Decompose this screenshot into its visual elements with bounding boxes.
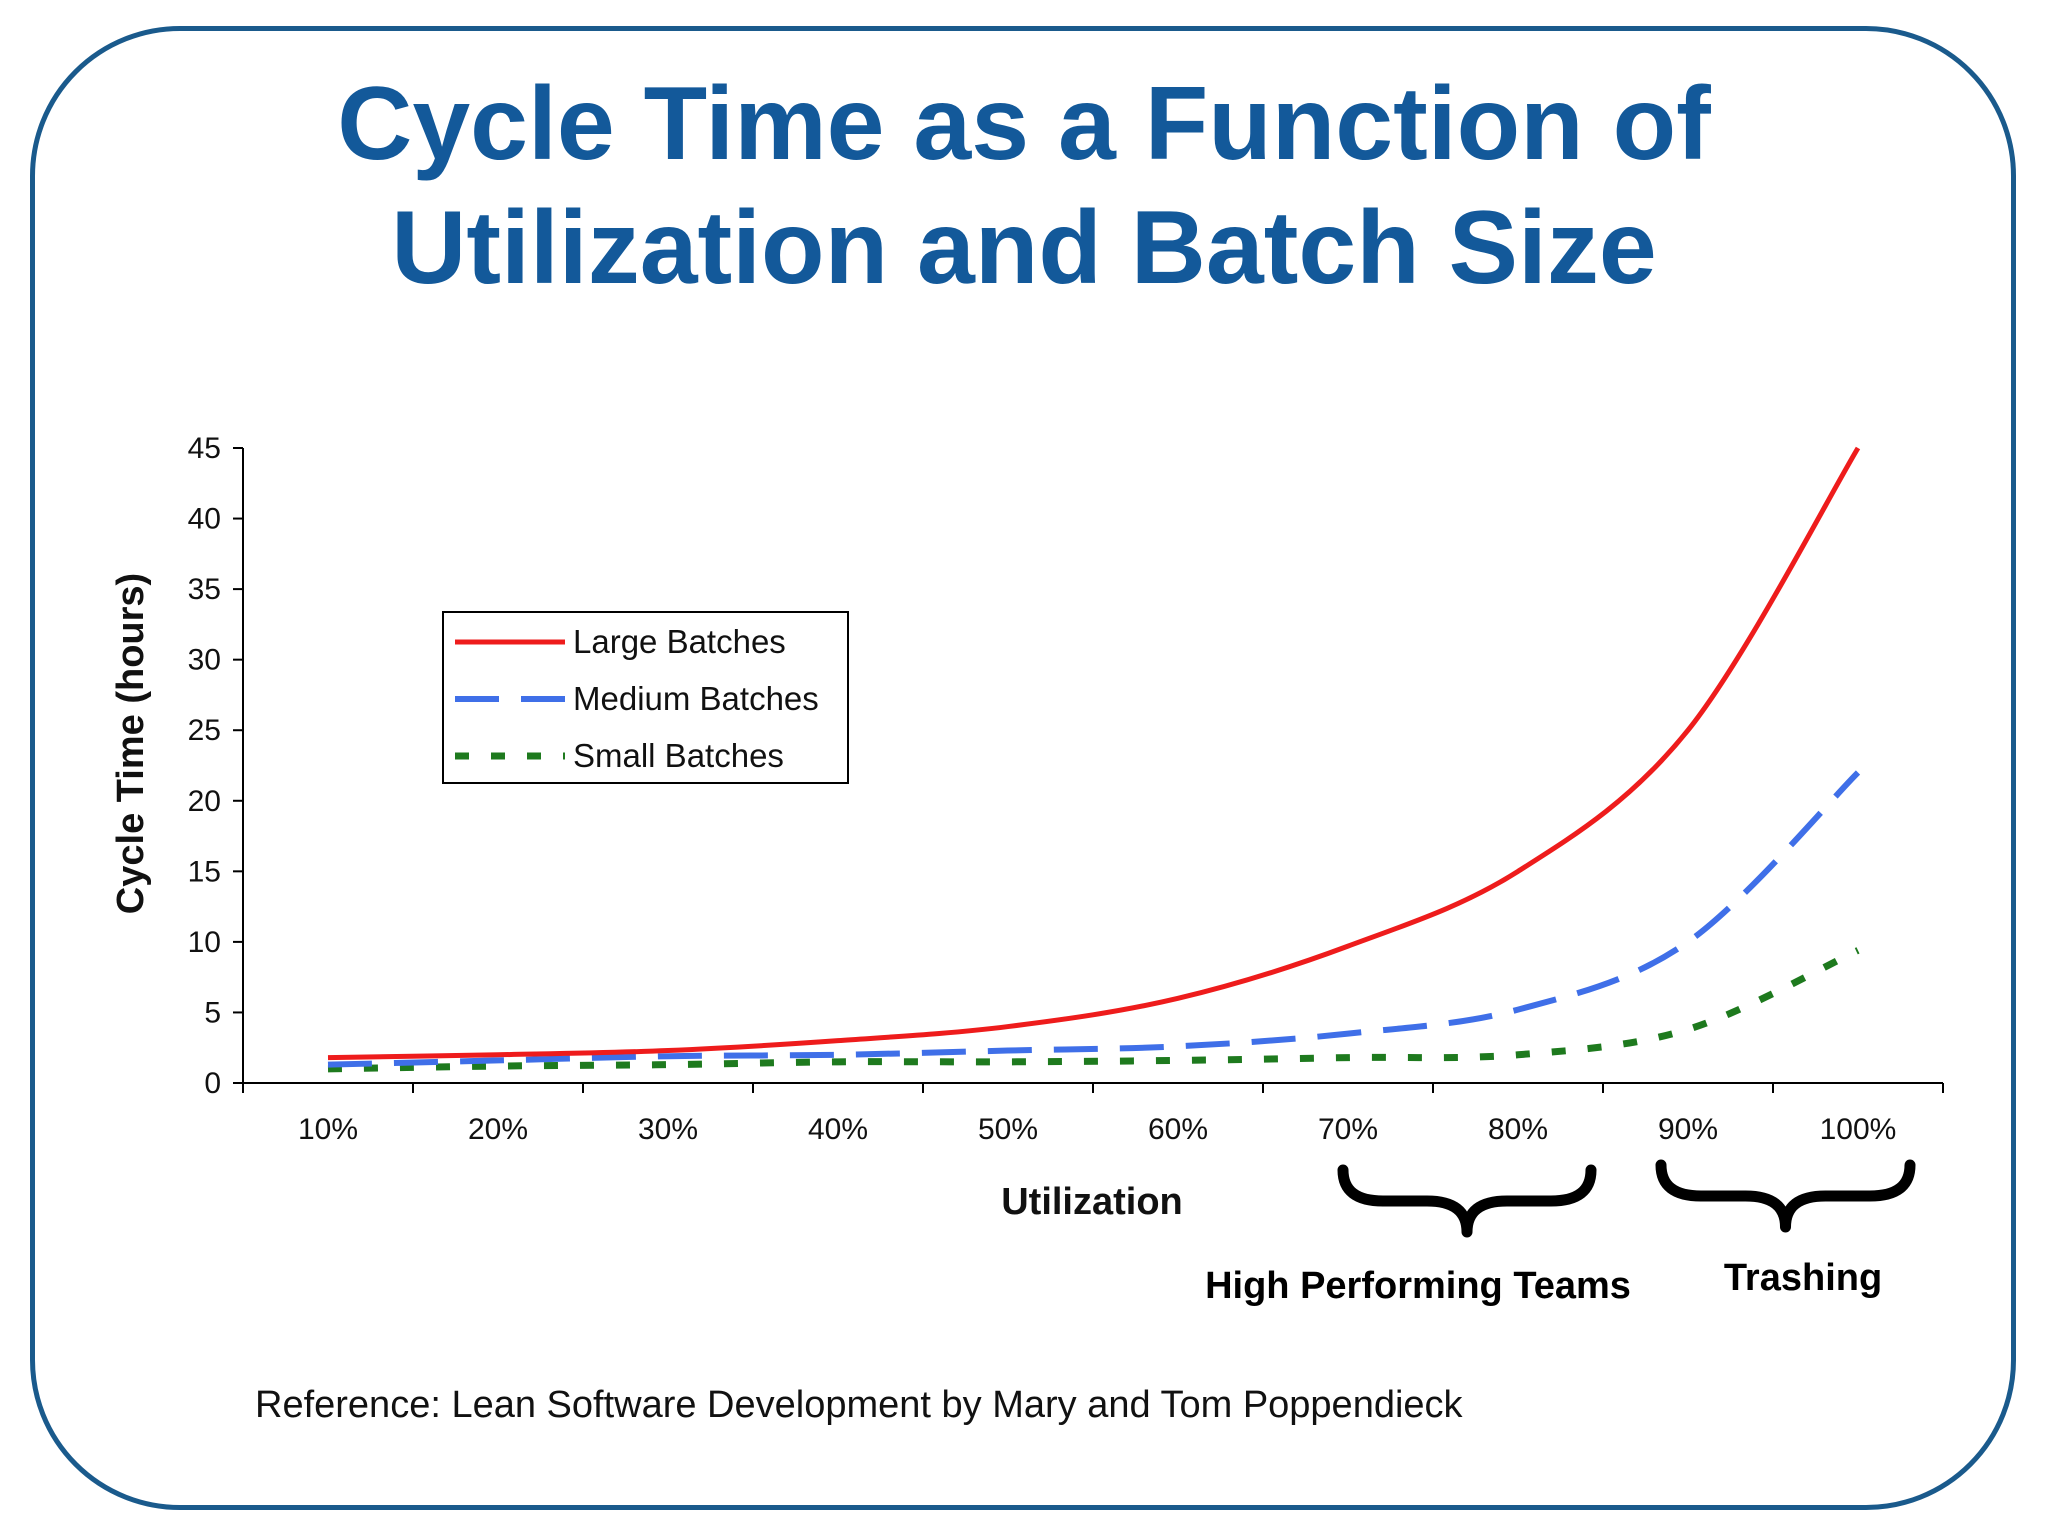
- series-line-large-batches: [327, 446, 1861, 1061]
- y-tick-label: 20: [188, 785, 221, 818]
- chart-axes: 0 5 10 15 20 25 30 35 40 45 10% 20% 30% 40% 50% 60% 70% 8…: [110, 432, 1944, 1223]
- x-tick-label: 80%: [1488, 1113, 1548, 1146]
- y-tick-label: 25: [188, 714, 221, 747]
- annotation-brace: [1655, 1159, 1916, 1233]
- y-tick-label: 15: [188, 855, 221, 888]
- title-line-1: Cycle Time as a Function of: [337, 66, 1711, 182]
- chart-series: [327, 446, 1861, 1073]
- x-tick-label: 60%: [1148, 1113, 1208, 1146]
- legend-label: Large Batches: [573, 623, 786, 660]
- x-axis-title: Utilization: [1001, 1181, 1183, 1223]
- legend-box: [442, 611, 849, 784]
- x-tick-label: 20%: [468, 1113, 528, 1146]
- legend-label: Medium Batches: [573, 680, 819, 717]
- reference-note: Reference: Lean Software Development by …: [255, 1384, 1463, 1426]
- y-tick-label: 45: [188, 432, 221, 465]
- title-line-2: Utilization and Batch Size: [391, 190, 1657, 306]
- x-tick-label: 90%: [1658, 1113, 1718, 1146]
- slide-frame: [30, 26, 2016, 1510]
- y-tick-label: 10: [188, 926, 221, 959]
- annotation-label: Trashing: [1724, 1257, 1882, 1299]
- series-line-small-batches: [327, 947, 1860, 1073]
- x-tick-label: 30%: [638, 1113, 698, 1146]
- x-tick-label: 100%: [1820, 1113, 1897, 1146]
- x-tick-label: 40%: [808, 1113, 868, 1146]
- series-line-medium-batches: [327, 770, 1861, 1068]
- x-tick-label: 10%: [298, 1113, 358, 1146]
- legend-label: Small Batches: [573, 737, 784, 774]
- x-tick-label: 70%: [1318, 1113, 1378, 1146]
- slide-title: Cycle Time as a Function of Utilization …: [0, 62, 2048, 310]
- y-axis-title: Cycle Time (hours): [110, 573, 152, 914]
- y-tick-label: 0: [204, 1067, 221, 1100]
- y-tick-label: 35: [188, 573, 221, 606]
- x-tick-label: 50%: [978, 1113, 1038, 1146]
- chart-legend: Large Batches Medium Batches Small Batches: [442, 611, 849, 784]
- y-tick-label: 5: [204, 996, 221, 1029]
- chart-annotations: High Performing Teams Trashing: [1205, 1159, 1916, 1307]
- annotation-label: High Performing Teams: [1205, 1265, 1631, 1307]
- y-tick-label: 40: [188, 503, 221, 536]
- annotation-brace: [1337, 1164, 1597, 1238]
- y-tick-label: 30: [188, 644, 221, 677]
